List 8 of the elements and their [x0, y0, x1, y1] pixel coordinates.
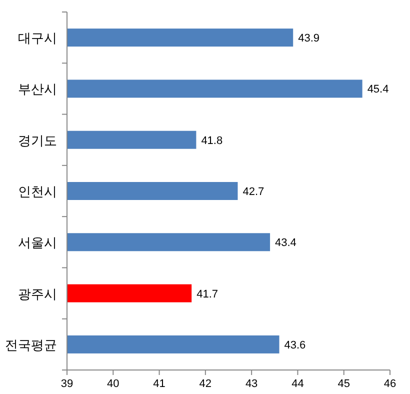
x-tick-label: 41 [153, 378, 166, 390]
x-tick-label: 42 [199, 378, 212, 390]
x-tick-label: 39 [60, 378, 74, 390]
x-tick-label: 45 [338, 378, 350, 390]
x-tick-label: 40 [107, 378, 120, 390]
x-tick-label: 43 [245, 378, 258, 390]
x-tick-label: 46 [384, 378, 396, 390]
x-tick-label: 44 [292, 378, 304, 390]
